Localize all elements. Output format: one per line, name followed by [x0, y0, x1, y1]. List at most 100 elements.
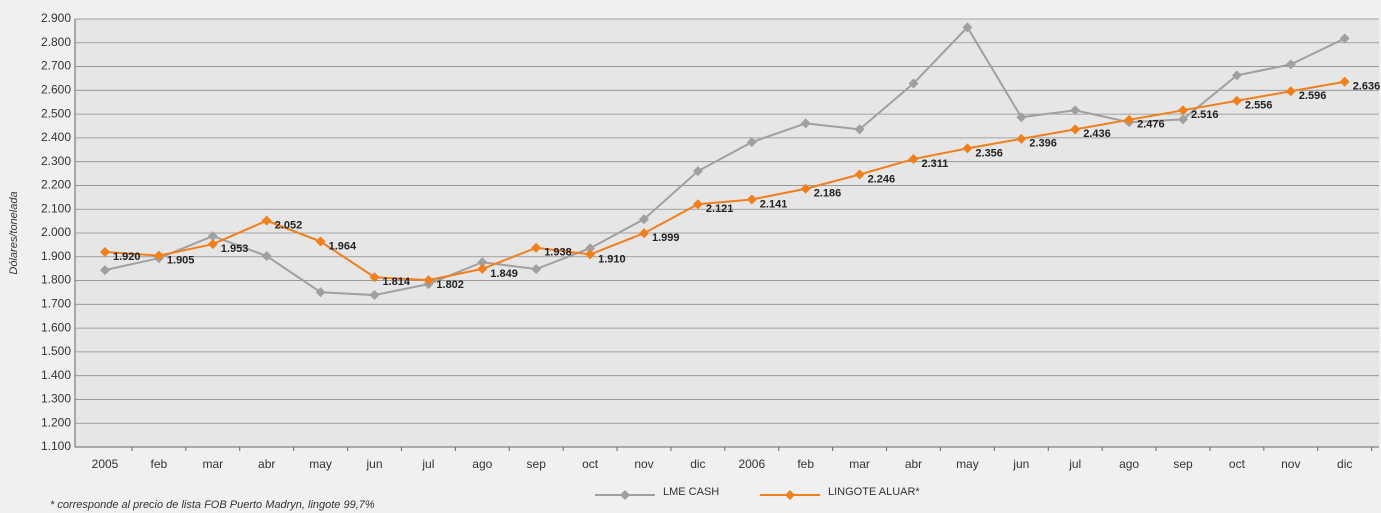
y-tick-label: 2.300 [41, 154, 71, 168]
data-label: 1.964 [329, 240, 357, 252]
data-label: 1.910 [598, 253, 626, 265]
y-tick-label: 2.200 [41, 178, 71, 192]
data-label: 2.636 [1353, 81, 1381, 93]
data-label: 2.596 [1299, 90, 1327, 102]
data-label: 2.141 [760, 198, 788, 210]
marker [1339, 76, 1350, 87]
x-tick-label: jun [365, 457, 382, 471]
data-label: 2.052 [275, 220, 303, 232]
marker [1231, 95, 1242, 106]
y-tick-label: 2.500 [41, 106, 71, 120]
y-axis-label: Dólares/tonelada [8, 191, 20, 274]
x-tick-label: oct [582, 457, 599, 471]
x-tick-label: mar [202, 457, 223, 471]
data-label: 2.556 [1245, 100, 1273, 112]
marker [315, 236, 326, 247]
series-line [104, 80, 1345, 282]
legend-marker [785, 490, 795, 500]
x-tick-label: abr [258, 457, 275, 471]
marker [639, 214, 649, 225]
marker [1339, 33, 1350, 44]
marker [261, 215, 272, 226]
series-line [104, 25, 1346, 297]
y-tick-label: 2.700 [41, 59, 71, 73]
data-label: 1.938 [544, 247, 572, 259]
marker [369, 290, 380, 301]
x-tick-label: dic [690, 457, 705, 471]
y-tick-label: 2.000 [41, 225, 71, 239]
marker [854, 124, 865, 135]
marker [962, 22, 973, 33]
y-tick-label: 1.300 [41, 392, 71, 406]
marker [1070, 105, 1081, 116]
y-tick-label: 1.600 [41, 320, 71, 334]
marker [800, 118, 811, 129]
data-label: 1.905 [167, 254, 195, 266]
marker [585, 249, 596, 260]
marker [477, 257, 488, 268]
x-tick-label: oct [1229, 457, 1246, 471]
y-tick-label: 2.400 [41, 130, 71, 144]
marker [639, 228, 649, 239]
y-tick-label: 1.400 [41, 368, 71, 382]
x-tick-label: feb [151, 457, 168, 471]
marker [854, 169, 865, 180]
marker [1070, 124, 1081, 135]
x-tick-label: ago [472, 457, 492, 471]
marker [531, 264, 542, 275]
marker [1124, 114, 1135, 125]
data-label: 2.246 [868, 173, 896, 185]
x-tick-label: sep [527, 457, 547, 471]
marker [692, 199, 703, 210]
marker [207, 239, 218, 250]
x-tick-label: abr [905, 457, 922, 471]
footnote: * corresponde al precio de lista FOB Pue… [50, 499, 375, 511]
data-label: 1.814 [383, 276, 411, 288]
data-label: 1.999 [652, 232, 680, 244]
y-tick-label: 1.200 [41, 415, 71, 429]
y-tick-label: 1.800 [41, 273, 71, 287]
marker [1285, 86, 1296, 97]
marker [1178, 105, 1188, 116]
x-tick-label: jul [421, 457, 434, 471]
x-tick-label: may [956, 457, 979, 471]
data-label: 2.121 [706, 203, 734, 215]
data-label: 2.476 [1137, 119, 1165, 131]
marker [261, 251, 272, 262]
x-tick-label: ago [1119, 457, 1139, 471]
data-label: 2.356 [975, 147, 1003, 159]
data-label: 1.802 [436, 279, 464, 291]
marker [908, 78, 919, 89]
marker [1285, 59, 1296, 70]
legend-label: LME CASH [663, 486, 719, 498]
data-label: 2.396 [1029, 138, 1057, 150]
marker [315, 287, 326, 298]
data-label: 2.311 [922, 158, 949, 170]
marker [585, 243, 596, 254]
marker [477, 263, 488, 274]
marker [962, 143, 973, 154]
marker [746, 194, 757, 205]
y-tick-label: 1.500 [41, 344, 71, 358]
x-tick-label: jun [1012, 457, 1029, 471]
data-label: 2.436 [1083, 128, 1111, 140]
marker [100, 265, 110, 276]
x-tick-label: dic [1337, 457, 1352, 471]
marker [1231, 70, 1242, 81]
x-tick-label: mar [849, 457, 870, 471]
y-tick-label: 2.100 [41, 201, 71, 215]
marker [692, 166, 703, 177]
x-tick-label: 2006 [738, 457, 765, 471]
marker [1016, 133, 1027, 144]
data-label: 1.953 [221, 243, 249, 255]
legend-label: LINGOTE ALUAR* [828, 486, 920, 498]
y-tick-label: 1.700 [41, 297, 71, 311]
marker [100, 247, 110, 258]
marker [423, 275, 434, 286]
y-tick-label: 2.900 [41, 11, 71, 25]
x-tick-label: nov [1281, 457, 1300, 471]
marker [153, 250, 164, 261]
data-label: 1.849 [490, 268, 518, 280]
data-label: 2.186 [814, 188, 842, 200]
